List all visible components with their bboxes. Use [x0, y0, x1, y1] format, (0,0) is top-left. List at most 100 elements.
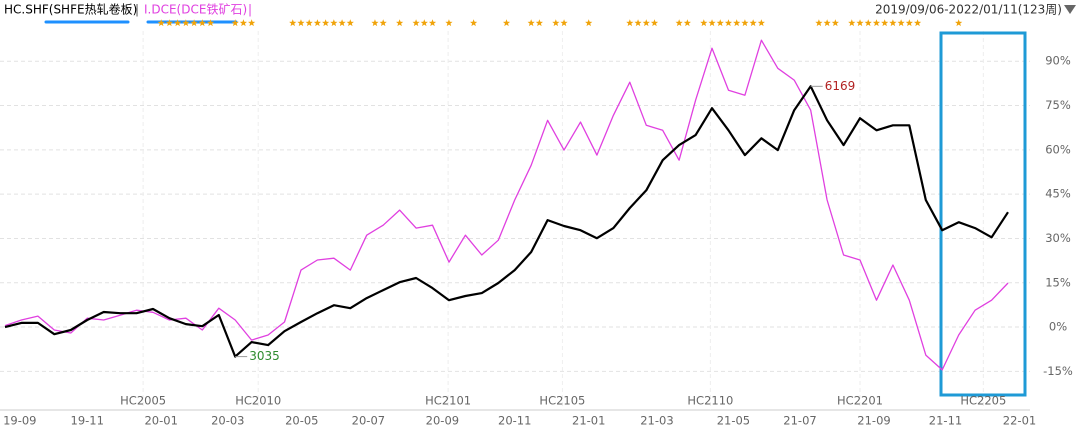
y-tick-label: 15% [1045, 275, 1071, 289]
signal-star [165, 19, 174, 27]
signal-star [864, 19, 872, 27]
contract-label: HC2105 [539, 394, 585, 408]
x-tick-label: 20-07 [352, 414, 385, 428]
signal-star [675, 19, 683, 27]
signal-star [650, 19, 659, 27]
signal-star [848, 19, 856, 27]
contract-label: HC2005 [120, 394, 166, 408]
signal-star [626, 19, 634, 27]
signal-star [239, 19, 248, 27]
signal-star [313, 19, 322, 27]
y-tick-label: 60% [1045, 142, 1071, 156]
contract-label: HC2205 [960, 394, 1006, 408]
dropdown-icon[interactable] [1064, 5, 1076, 14]
signal-star [716, 19, 724, 27]
signal-star [642, 19, 650, 27]
signal-star [502, 19, 511, 27]
signal-star [470, 19, 478, 27]
signal-star [889, 19, 897, 27]
signal-star [749, 19, 757, 27]
x-tick-label: 20-05 [285, 414, 318, 428]
signal-star [683, 19, 691, 27]
signal-star [897, 19, 905, 27]
series-line [4, 39, 1009, 371]
x-tick-label: 20-11 [498, 414, 531, 428]
signal-star [182, 19, 190, 27]
signal-star [535, 19, 543, 27]
signal-star [428, 19, 437, 27]
signal-star [905, 19, 913, 27]
signal-star [297, 19, 305, 27]
signal-star [815, 19, 823, 27]
signal-star [330, 19, 338, 27]
contract-label: HC2110 [687, 394, 733, 408]
x-tick-label: 21-05 [717, 414, 750, 428]
signal-star [231, 19, 239, 27]
legend-entry: I.DCE(DCE铁矿石) [144, 3, 247, 17]
signal-star [445, 19, 453, 27]
contract-label: HC2201 [837, 394, 883, 408]
signal-star [741, 19, 749, 27]
signal-star [322, 19, 330, 27]
signal-star [289, 19, 297, 27]
signal-star [527, 19, 535, 27]
x-tick-label: 21-07 [783, 414, 816, 428]
x-tick-label: 21-01 [572, 414, 605, 428]
date-range: 2019/09/06-2022/01/11(123周) [875, 3, 1062, 17]
signal-star [346, 19, 354, 27]
signal-star [420, 19, 428, 27]
x-tick-label: 21-03 [640, 414, 673, 428]
signal-star [733, 19, 741, 27]
y-tick-label: 45% [1045, 187, 1071, 201]
signal-star [198, 19, 206, 27]
contract-label: HC2010 [235, 394, 281, 408]
signal-star [248, 19, 256, 27]
signal-star [412, 19, 420, 27]
annotation: 6169 [825, 79, 856, 93]
signal-star [379, 19, 387, 27]
signal-star [881, 19, 889, 27]
signal-star [724, 19, 733, 27]
signal-star [831, 19, 839, 27]
signal-star [708, 19, 716, 27]
signal-star [700, 19, 708, 27]
x-tick-label: 19-11 [71, 414, 104, 428]
x-tick-label: 20-01 [144, 414, 177, 428]
series-line [4, 85, 1009, 358]
separator: | [135, 3, 139, 17]
signal-star [872, 19, 881, 27]
signal-star [823, 19, 831, 27]
signal-star [190, 19, 198, 27]
signal-star [396, 19, 404, 27]
x-tick-label: 19-09 [3, 414, 36, 428]
y-tick-label: -15% [1043, 364, 1073, 378]
y-tick-label: 90% [1045, 54, 1071, 68]
contract-label: HC2101 [425, 394, 471, 408]
signal-star [371, 19, 379, 27]
x-tick-label: 21-11 [929, 414, 962, 428]
x-tick-label: 21-09 [857, 414, 890, 428]
signal-star [634, 19, 642, 27]
annotation: 3035 [249, 349, 280, 363]
y-tick-label: 30% [1045, 231, 1071, 245]
x-tick-label: 22-01 [1003, 414, 1036, 428]
separator: | [248, 3, 252, 17]
legend-entry: HC.SHF(SHFE热轧卷板) [4, 2, 137, 17]
signal-star [856, 19, 864, 27]
signal-star [206, 19, 215, 27]
signal-star [157, 19, 165, 27]
signal-star [305, 19, 313, 27]
y-tick-label: 75% [1045, 98, 1071, 112]
signal-star [552, 19, 560, 27]
signal-star [585, 19, 593, 27]
highlight-box [939, 31, 1027, 397]
signal-star [913, 19, 922, 27]
signal-star [955, 19, 963, 27]
y-tick-label: 0% [1049, 320, 1067, 334]
x-tick-label: 20-09 [426, 414, 459, 428]
signal-star [174, 19, 182, 27]
signal-star [560, 19, 568, 27]
signal-star [338, 19, 346, 27]
x-tick-label: 20-03 [211, 414, 244, 428]
